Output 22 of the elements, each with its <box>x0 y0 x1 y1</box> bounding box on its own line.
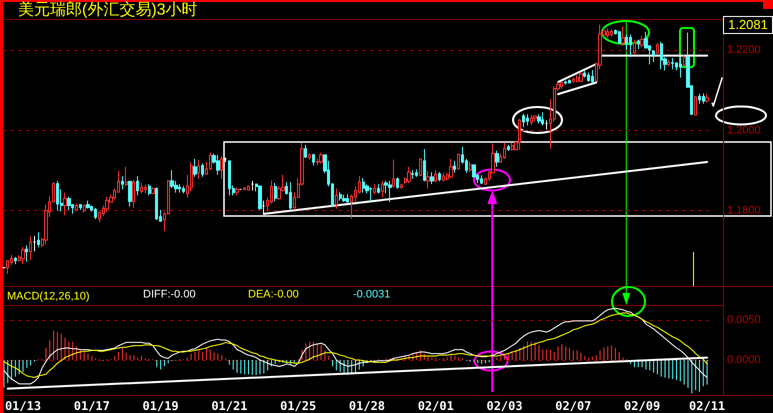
x-tick-label: 02/07 <box>555 399 592 413</box>
y-tick-label: 1.2000 <box>727 124 761 136</box>
text: -0.0031 <box>353 288 390 300</box>
x-tick-label: 01/28 <box>348 399 386 413</box>
y-tick-label: 0.0050 <box>727 314 761 326</box>
x-tick-label: 02/09 <box>624 399 660 413</box>
x-tick-label: 01/17 <box>74 399 110 413</box>
text: DIFF:-0.00 <box>143 288 196 300</box>
x-tick-label: 01/25 <box>280 399 316 413</box>
chart-title: MACD(12,26,10) <box>7 290 90 302</box>
x-tick-label: 01/13 <box>4 399 42 413</box>
x-tick-label: 02/01 <box>418 399 454 413</box>
text: DEA:-0.00 <box>248 288 299 300</box>
x-tick-label: 01/21 <box>211 399 248 413</box>
x-tick-label: 02/03 <box>486 399 523 413</box>
chart-title: 美元瑞郎(外汇交易)3小时 <box>18 0 198 18</box>
y-tick-label: 1.2200 <box>727 44 761 56</box>
x-tick-label: 01/19 <box>142 399 179 413</box>
x-tick-label: 02/11 <box>689 399 726 413</box>
y-tick-label: 1.1800 <box>727 204 761 217</box>
y-tick-label: 0.0000 <box>727 354 761 366</box>
text: 1.2081 <box>723 16 773 34</box>
